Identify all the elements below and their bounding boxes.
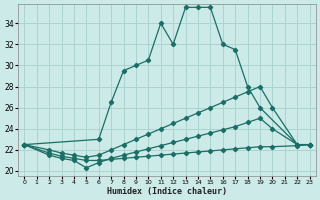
X-axis label: Humidex (Indice chaleur): Humidex (Indice chaleur) (107, 187, 227, 196)
